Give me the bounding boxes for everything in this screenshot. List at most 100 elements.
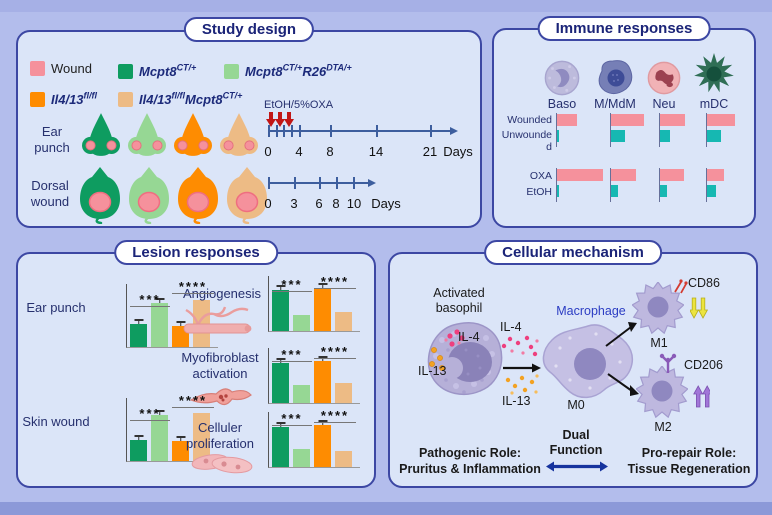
bar-control	[557, 185, 559, 197]
significance-marker: ****	[314, 275, 356, 290]
yellow-down-arrows-icon	[688, 297, 709, 319]
significance-line	[314, 358, 356, 360]
significance-marker: ***	[130, 406, 170, 422]
bar-tan	[193, 413, 210, 461]
bar-treated	[707, 114, 735, 126]
treatment-arrows-icon	[266, 112, 296, 133]
bar-light_green	[151, 302, 168, 347]
immune-chart-neu-oxa	[659, 168, 707, 202]
bar-treated	[660, 114, 685, 126]
myofibroblast-chart	[268, 348, 360, 404]
mouse-head-icon	[82, 113, 120, 156]
bar-orange	[314, 424, 331, 467]
cd86-label: CD86	[688, 276, 720, 290]
mouse-head-icon	[128, 113, 166, 156]
downregulation-arrows-icon	[688, 297, 709, 326]
bar-control	[611, 130, 625, 142]
bar-control	[660, 130, 670, 142]
timeline-day-label: 8	[332, 196, 340, 211]
bar-treated	[660, 169, 684, 181]
mouse-body-icon	[227, 167, 267, 225]
immune-chart-mdc-oxa	[706, 168, 754, 202]
panel-title-text: Lesion responses	[132, 244, 260, 261]
cd206-receptor-icon	[658, 352, 678, 379]
label-line: basophil	[435, 300, 483, 315]
significance-line	[272, 425, 312, 427]
genotype-base: Il4/13	[139, 92, 172, 108]
cell-label-mdc: mDC	[699, 97, 729, 111]
significance-stars: ***	[281, 411, 303, 426]
significance-marker: ****	[172, 280, 214, 295]
timeline-day-label: 6	[315, 196, 323, 211]
macrophage-cell-icon	[593, 57, 635, 102]
dendritic-cell-icon	[694, 53, 734, 93]
bar-tan	[335, 450, 352, 467]
row-label-oxa: OXA	[529, 170, 552, 182]
dorsal-wound-row-label: Dorsal wound	[30, 178, 70, 209]
bottom-band	[0, 502, 772, 515]
timeline-tick	[353, 177, 355, 189]
genotype-base: Mcpt8	[245, 64, 283, 80]
ear-punch-chart-label: Ear punch	[26, 300, 86, 315]
timeline-tick	[299, 125, 301, 137]
immune-chart-neu-wound	[659, 113, 707, 147]
m2-label: M2	[654, 420, 672, 434]
up-right-arrow-icon	[605, 322, 637, 347]
genotype-sup: DTA/+	[326, 63, 352, 73]
pro-repair-role-line2: Tissue Regeneration	[627, 462, 751, 476]
m1-macrophage-icon	[631, 280, 685, 339]
mouse-body-dark-green	[78, 166, 122, 229]
timeline-tick	[294, 177, 296, 189]
il13-dots-icon	[505, 374, 539, 395]
bar-dark_green	[272, 426, 289, 467]
legend-label-mcpt8-r26: Mcpt8CT/+R26DTA/+	[245, 63, 352, 80]
legend-label-mcpt8: Mcpt8CT/+	[139, 63, 197, 79]
red-arrows-icon	[266, 112, 294, 127]
neutrophil-cell-icon	[646, 60, 682, 101]
bar-dark_green	[272, 290, 289, 331]
timeline-day-label: 4	[295, 144, 303, 159]
m0-label: M0	[567, 398, 585, 412]
wound-swatch	[30, 61, 45, 76]
immune-chart-mdc-wound	[706, 113, 754, 147]
legend-item-wound: Wound	[30, 60, 92, 77]
significance-marker: ***	[130, 293, 170, 308]
significance-line	[172, 293, 214, 295]
il13-dots-icon	[503, 372, 541, 401]
bar-dark_green	[130, 439, 147, 461]
basophil-to-macrophage-arrow	[502, 360, 542, 378]
dendritic-cell-icon	[694, 53, 734, 98]
bar-control	[557, 130, 559, 142]
timeline-tick	[283, 125, 285, 137]
pathogenic-role-line1: Pathogenic Role:	[418, 446, 522, 460]
genotype-sup: CT/+	[176, 63, 197, 73]
blood-vessel-icon	[183, 306, 252, 334]
timeline-ear-punch	[268, 130, 450, 133]
m2-macrophage-icon	[635, 364, 689, 423]
il4-dots-icon	[501, 335, 539, 357]
mouse-body-orange	[176, 166, 220, 229]
bar-treated	[611, 169, 636, 181]
significance-stars: ***	[139, 406, 161, 421]
neutrophil-cell-icon	[647, 61, 681, 95]
panel-title-study-design: Study design	[183, 17, 315, 42]
mcpt8-r26-swatch	[224, 64, 239, 80]
proliferating-cells-icon	[191, 454, 253, 474]
legend-label-il413: Il4/13fl/fl	[51, 91, 97, 107]
genotype-sup: fl/fl	[171, 91, 186, 101]
mouse-head-icon	[220, 113, 258, 156]
timeline-tick	[268, 177, 270, 189]
bar-treated	[557, 114, 577, 126]
mouse-body-icon	[129, 167, 169, 225]
timeline-day-label: 21	[422, 144, 438, 159]
timeline-unit-label: Days	[371, 196, 401, 211]
skin-wound-chart	[126, 398, 218, 462]
mouse-head-light-green	[128, 112, 166, 163]
top-band	[0, 0, 772, 12]
myofibroblast-icon	[188, 382, 254, 417]
genotype-base: Mcpt8	[185, 92, 223, 108]
mouse-body-tan	[225, 166, 269, 229]
panel-title-cellular-mechanism: Cellular mechanism	[484, 240, 662, 265]
bar-orange	[172, 441, 189, 461]
mouse-head-dark-green	[82, 112, 120, 163]
